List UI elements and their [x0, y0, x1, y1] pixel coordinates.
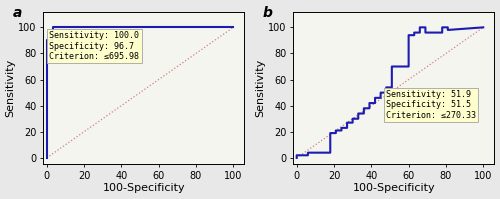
X-axis label: 100-Specificity: 100-Specificity — [352, 183, 435, 193]
Text: a: a — [12, 6, 22, 20]
Text: b: b — [262, 6, 272, 20]
Y-axis label: Sensitivity: Sensitivity — [256, 59, 266, 117]
X-axis label: 100-Specificity: 100-Specificity — [102, 183, 185, 193]
Y-axis label: Sensitivity: Sensitivity — [6, 59, 16, 117]
Text: Sensitivity: 100.0
Specificity: 96.7
Criterion: ≤695.98: Sensitivity: 100.0 Specificity: 96.7 Cri… — [50, 31, 140, 61]
Text: Sensitivity: 51.9
Specificity: 51.5
Criterion: ≤270.33: Sensitivity: 51.9 Specificity: 51.5 Crit… — [386, 90, 476, 120]
